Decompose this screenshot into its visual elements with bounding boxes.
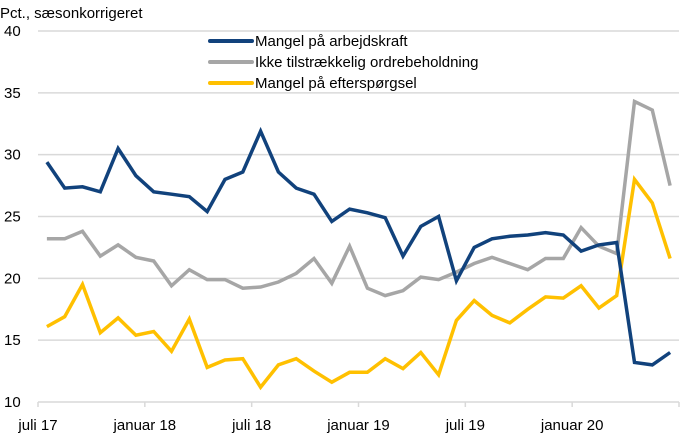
series-line-0 [45,126,672,367]
y-tick-labels: 10 15 20 25 30 35 40 [4,23,21,411]
legend-label: Ikke tilstrækkelig ordrebeholdning [255,54,478,71]
y-tick-label: 15 [4,332,21,349]
x-tick-label: januar 18 [113,417,177,434]
series-line-2 [46,175,672,391]
legend: Mangel på arbejdskraft Ikke tilstrækkelig… [208,33,478,92]
x-tick-labels: juli 17 januar 18 juli 18 januar 19 juli 19 j… [17,417,603,434]
series-lines [45,98,672,391]
x-tick-label: juli 17 [17,417,57,434]
gridlines [38,30,679,341]
x-tick-label: juli 18 [231,417,271,434]
y-tick-label: 30 [4,147,21,164]
legend-label: Mangel på arbejdskraft [255,33,408,50]
legend-label: Mangel på efterspørgsel [255,75,417,92]
y-tick-label: 25 [4,209,21,226]
y-axis-title: Pct., sæsonkorrigeret [0,5,143,22]
series-line-1 [46,98,672,298]
y-tick-label: 10 [4,394,21,411]
y-tick-label: 40 [4,23,21,40]
y-tick-label: 20 [4,270,21,287]
x-tick-label: juli 19 [445,417,485,434]
x-axis [37,401,680,407]
x-tick-label: januar 19 [326,417,390,434]
y-tick-label: 35 [4,85,21,102]
x-tick-label: januar 20 [540,417,604,434]
